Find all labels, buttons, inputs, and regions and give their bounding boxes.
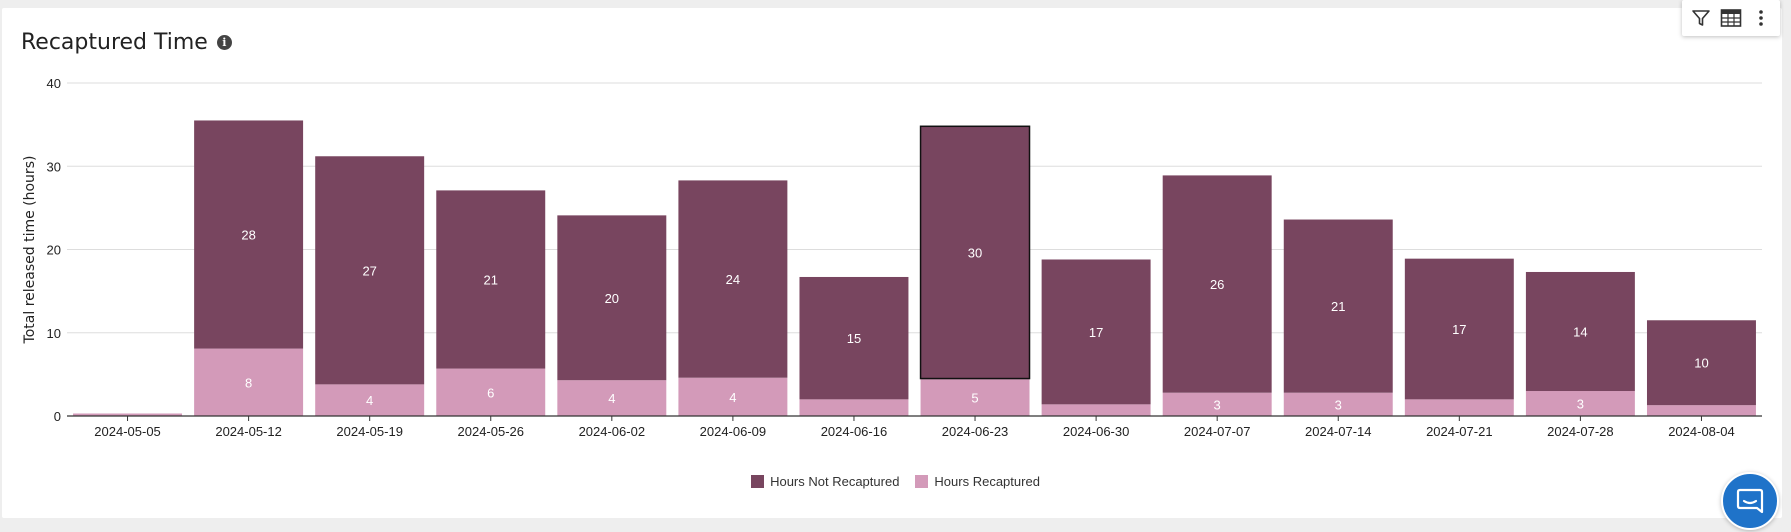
bar-segment-not-recaptured (1041, 259, 1151, 405)
bar-segment-not-recaptured (1404, 258, 1514, 400)
more-options-icon[interactable] (1748, 5, 1774, 31)
bar-segment-recaptured (1646, 405, 1756, 416)
chart-legend: Hours Not Recaptured Hours Recaptured (0, 474, 1791, 489)
data-label-not-recaptured: 17 (1089, 325, 1103, 340)
data-label-recaptured: 8 (245, 375, 252, 390)
data-label-recaptured: 4 (608, 391, 615, 406)
bar-segment-not-recaptured (1162, 175, 1272, 393)
x-tick-label: 2024-07-28 (1547, 424, 1614, 439)
data-label-recaptured: 3 (1577, 397, 1584, 412)
legend-label-not-recaptured: Hours Not Recaptured (770, 474, 900, 489)
x-tick-label: 2024-06-30 (1063, 424, 1130, 439)
bar-segment-recaptured (678, 377, 788, 416)
data-label-not-recaptured: 21 (484, 272, 498, 287)
legend-item-not-recaptured[interactable]: Hours Not Recaptured (751, 474, 899, 489)
data-label-not-recaptured: 17 (1452, 322, 1466, 337)
bar-segment-not-recaptured (315, 156, 425, 385)
data-label-recaptured: 3 (1214, 397, 1221, 412)
bar-segment-recaptured (1283, 392, 1393, 416)
bar-segment-not-recaptured (194, 120, 304, 349)
y-tick-label: 30 (47, 159, 61, 174)
data-label-recaptured: 6 (487, 385, 494, 400)
title-row: Recaptured Time i (21, 30, 232, 55)
data-label-not-recaptured: 27 (362, 263, 376, 278)
bar-segment-not-recaptured (1283, 219, 1393, 393)
legend-item-recaptured[interactable]: Hours Recaptured (915, 474, 1040, 489)
data-label-not-recaptured: 20 (605, 291, 619, 306)
x-tick-label: 2024-06-23 (942, 424, 1009, 439)
data-label-recaptured: 4 (366, 393, 373, 408)
legend-label-recaptured: Hours Recaptured (934, 474, 1040, 489)
data-label-not-recaptured: 14 (1573, 325, 1587, 340)
data-label-not-recaptured: 10 (1694, 356, 1708, 371)
x-tick-label: 2024-05-26 (458, 424, 525, 439)
y-tick-label: 10 (47, 326, 61, 341)
filter-icon[interactable] (1688, 5, 1714, 31)
x-tick-label: 2024-07-14 (1305, 424, 1372, 439)
bar-segment-recaptured (1162, 392, 1272, 416)
chat-icon (1736, 488, 1764, 514)
data-label-not-recaptured: 15 (847, 331, 861, 346)
bar-segment-recaptured (1525, 391, 1635, 416)
y-tick-label: 20 (47, 243, 61, 258)
x-tick-label: 2024-06-02 (579, 424, 646, 439)
bar-segment-recaptured (1041, 404, 1151, 416)
chart-title: Recaptured Time (21, 30, 208, 55)
bar-segment-not-recaptured (436, 190, 546, 369)
bar-segment-recaptured (315, 384, 425, 416)
x-tick-label: 2024-07-07 (1184, 424, 1251, 439)
y-axis-title: Total released time (hours) (22, 156, 38, 345)
x-tick-label: 2024-06-16 (821, 424, 888, 439)
bar-segment-recaptured (557, 380, 667, 416)
x-tick-label: 2024-08-04 (1668, 424, 1735, 439)
x-tick-label: 2024-07-21 (1426, 424, 1493, 439)
x-tick-label: 2024-05-05 (94, 424, 161, 439)
chat-button[interactable] (1721, 472, 1779, 530)
legend-swatch-not-recaptured (751, 475, 765, 488)
bar-segment-not-recaptured (799, 276, 909, 400)
x-tick-label: 2024-05-12 (215, 424, 282, 439)
bar-segment-recaptured (73, 413, 183, 416)
bar-segment-not-recaptured (678, 180, 788, 378)
data-label-not-recaptured: 24 (726, 272, 740, 287)
bar-segment-recaptured (194, 348, 304, 416)
bar-segment-not-recaptured (557, 215, 667, 381)
bar-segment-recaptured (436, 368, 546, 416)
bar-segment-not-recaptured (1525, 271, 1635, 392)
legend-swatch-recaptured (915, 475, 929, 488)
x-tick-label: 2024-06-09 (700, 424, 767, 439)
data-label-not-recaptured: 26 (1210, 277, 1224, 292)
bar-segment-recaptured (920, 378, 1030, 416)
bar-segment-not-recaptured (1646, 320, 1756, 406)
y-tick-label: 0 (54, 409, 61, 424)
y-tick-label: 40 (47, 76, 61, 91)
x-tick-label: 2024-05-19 (336, 424, 403, 439)
data-label-recaptured: 5 (971, 390, 978, 405)
data-label-not-recaptured: 21 (1331, 299, 1345, 314)
chart-toolbar (1682, 0, 1780, 36)
data-label-not-recaptured: 30 (968, 245, 982, 260)
table-icon[interactable] (1718, 5, 1744, 31)
bar-segment-recaptured (799, 399, 909, 416)
info-icon[interactable]: i (216, 35, 232, 50)
bar-segment-recaptured (1404, 399, 1514, 416)
data-label-recaptured: 4 (729, 390, 736, 405)
data-label-recaptured: 3 (1335, 397, 1342, 412)
bar-segment-not-recaptured (919, 125, 1031, 380)
data-label-not-recaptured: 28 (241, 228, 255, 243)
